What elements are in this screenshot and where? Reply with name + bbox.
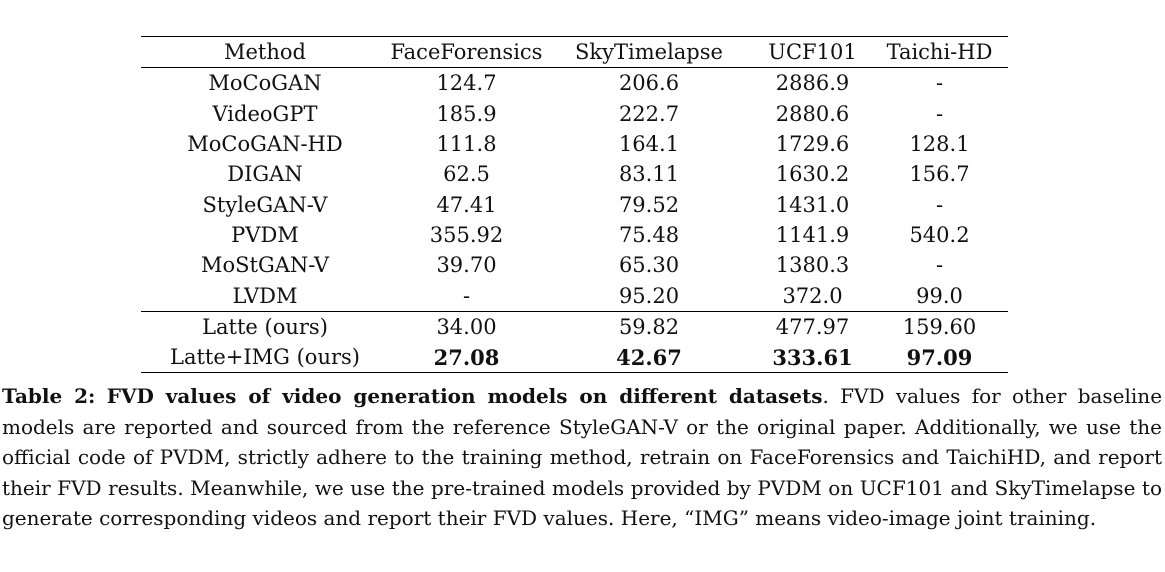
value-cell: 206.6 [618,71,680,96]
table-header-row: Method FaceForensics SkyTimelapse UCF101… [141,36,1008,68]
value-cell: 79.52 [618,192,680,217]
value-cell: 62.5 [443,162,490,187]
best-value-cell: 42.67 [616,344,682,370]
caption-body: . FVD values for other baseline models a… [2,384,1163,530]
value-cell: 355.92 [429,222,504,247]
header-skytimelapse: SkyTimelapse [575,40,723,65]
value-cell: 1729.6 [775,132,850,157]
value-cell: 59.82 [618,314,680,339]
value-cell: 75.48 [618,222,680,247]
value-cell: - [462,283,471,308]
table-row: VideoGPT 185.9 222.7 2880.6 - [141,99,1008,129]
value-cell: 477.97 [775,314,850,339]
value-cell: 2886.9 [775,71,850,96]
method-cell: Latte (ours) [202,314,328,339]
value-cell: 1431.0 [775,192,850,217]
value-cell: - [935,71,944,96]
baseline-rows: MoCoGAN 124.7 206.6 2886.9 - VideoGPT 18… [141,68,1008,311]
method-cell: MoStGAN-V [200,253,330,278]
value-cell: 185.9 [436,101,497,126]
table-row-ours-best: Latte+IMG (ours) 27.08 42.67 333.61 97.0… [141,342,1008,373]
table-caption: Table 2: FVD values of video generation … [2,381,1162,534]
method-cell: DIGAN [227,162,303,187]
value-cell: 124.7 [436,71,497,96]
value-cell: 222.7 [618,101,680,126]
value-cell: 39.70 [436,253,497,278]
value-cell: 164.1 [618,132,680,157]
value-cell: - [935,253,944,278]
results-table-container: Method FaceForensics SkyTimelapse UCF101… [141,36,1008,373]
ours-rows: Latte (ours) 34.00 59.82 477.97 159.60 L… [141,311,1008,373]
value-cell: 2880.6 [775,101,850,126]
header-method: Method [224,40,306,65]
header-faceforensics: FaceForensics [390,40,543,65]
table-row: LVDM - 95.20 372.0 99.0 [141,280,1008,311]
fvd-results-table: Method FaceForensics SkyTimelapse UCF101… [141,36,1008,373]
table-row: DIGAN 62.5 83.11 1630.2 156.7 [141,159,1008,189]
value-cell: 34.00 [436,314,497,339]
value-cell: 372.0 [782,283,843,308]
method-cell: LVDM [232,283,298,308]
value-cell: 1141.9 [775,222,850,247]
table-row: StyleGAN-V 47.41 79.52 1431.0 - [141,189,1008,219]
best-value-cell: 333.61 [772,344,853,370]
caption-title: FVD values of video generation models on… [106,384,823,408]
value-cell: 1630.2 [775,162,850,187]
value-cell: 156.7 [909,162,970,187]
method-cell: StyleGAN-V [202,192,328,217]
value-cell: 111.8 [436,132,497,157]
value-cell: 47.41 [436,192,497,217]
value-cell: 65.30 [618,253,680,278]
value-cell: - [935,192,944,217]
table-row: MoStGAN-V 39.70 65.30 1380.3 - [141,250,1008,280]
method-cell: PVDM [231,222,299,247]
value-cell: 540.2 [909,222,970,247]
table-row-ours: Latte (ours) 34.00 59.82 477.97 159.60 [141,311,1008,342]
method-cell: VideoGPT [212,101,318,126]
table-row: PVDM 355.92 75.48 1141.9 540.2 [141,220,1008,250]
method-cell: MoCoGAN-HD [187,132,343,157]
method-cell: Latte+IMG (ours) [170,345,360,370]
value-cell: 159.60 [902,314,977,339]
value-cell: 99.0 [916,283,963,308]
best-value-cell: 97.09 [906,344,973,370]
value-cell: 128.1 [909,132,970,157]
value-cell: 1380.3 [775,253,850,278]
value-cell: 83.11 [618,162,680,187]
best-value-cell: 27.08 [433,344,500,370]
header-taichi-hd: Taichi-HD [886,40,993,65]
header-ucf101: UCF101 [768,40,857,65]
method-cell: MoCoGAN [208,71,322,96]
table-row: MoCoGAN 124.7 206.6 2886.9 - [141,68,1008,99]
table-row: MoCoGAN-HD 111.8 164.1 1729.6 128.1 [141,129,1008,159]
value-cell: - [935,101,944,126]
value-cell: 95.20 [618,283,680,308]
caption-label: Table 2: [2,384,96,408]
